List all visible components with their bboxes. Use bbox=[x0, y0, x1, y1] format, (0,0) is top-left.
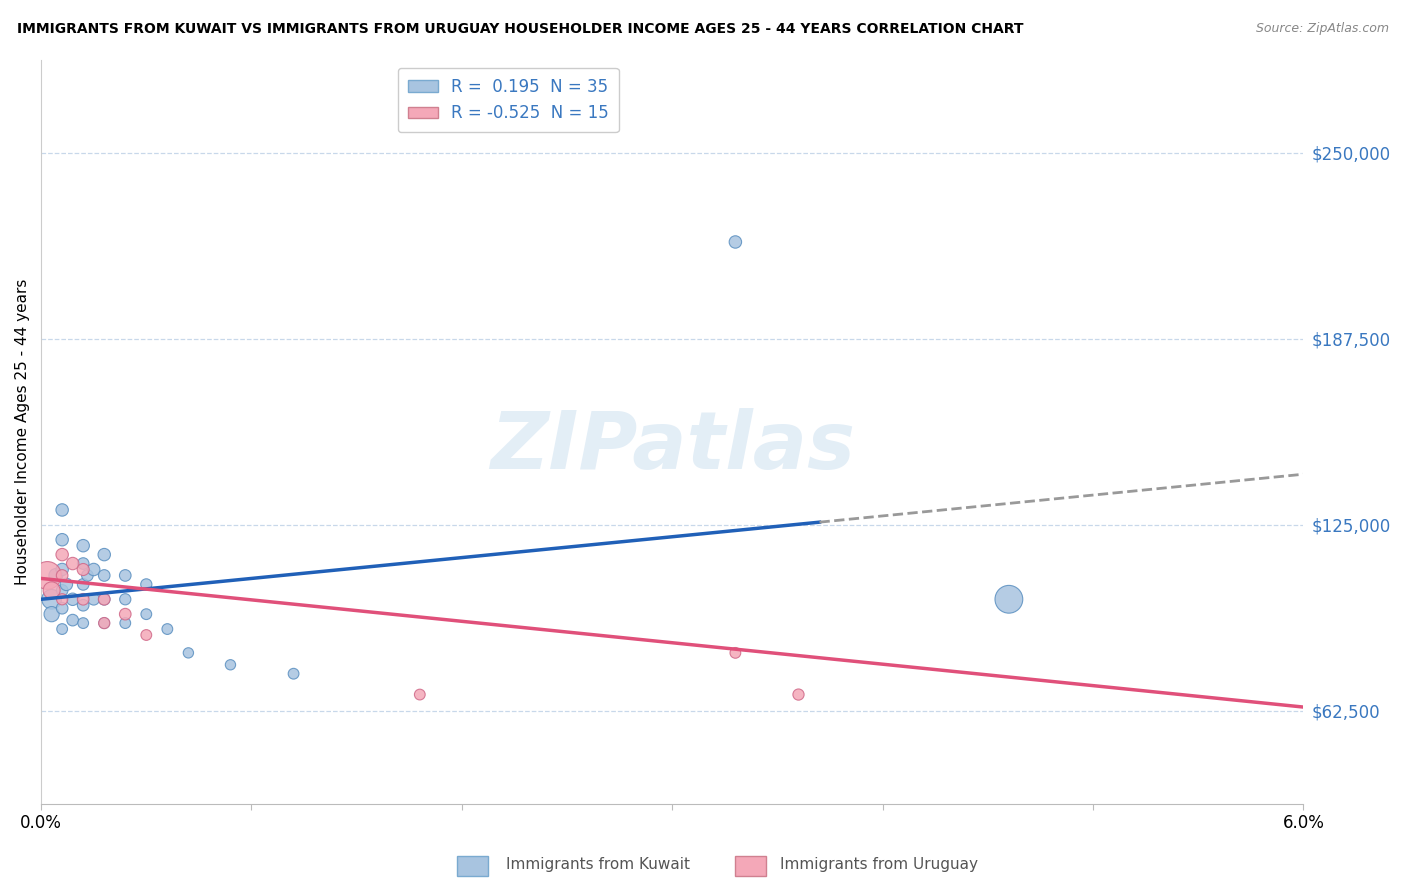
Point bbox=[998, 592, 1021, 607]
Point bbox=[62, 613, 84, 627]
Point bbox=[51, 568, 73, 582]
Point bbox=[51, 533, 73, 547]
Point bbox=[76, 568, 98, 582]
Point bbox=[72, 592, 94, 607]
Point bbox=[51, 592, 73, 607]
Point bbox=[787, 688, 810, 702]
Point bbox=[135, 628, 157, 642]
Point bbox=[62, 557, 84, 571]
Point bbox=[724, 235, 747, 249]
Point bbox=[114, 607, 136, 622]
Point bbox=[283, 666, 305, 681]
Point bbox=[51, 583, 73, 598]
Legend: R =  0.195  N = 35, R = -0.525  N = 15: R = 0.195 N = 35, R = -0.525 N = 15 bbox=[398, 68, 619, 132]
Point bbox=[51, 548, 73, 562]
Point bbox=[72, 539, 94, 553]
Point bbox=[72, 577, 94, 591]
Point bbox=[62, 592, 84, 607]
Point bbox=[72, 599, 94, 613]
Point bbox=[72, 616, 94, 631]
Point bbox=[37, 568, 59, 582]
Point bbox=[135, 607, 157, 622]
Point bbox=[93, 616, 115, 631]
Point bbox=[51, 503, 73, 517]
Point bbox=[51, 562, 73, 576]
Text: Immigrants from Uruguay: Immigrants from Uruguay bbox=[780, 857, 979, 872]
Point bbox=[45, 568, 67, 582]
Point bbox=[724, 646, 747, 660]
Point bbox=[93, 616, 115, 631]
Text: ZIPatlas: ZIPatlas bbox=[489, 408, 855, 485]
Point bbox=[93, 568, 115, 582]
Point bbox=[409, 688, 432, 702]
Point bbox=[51, 622, 73, 636]
Text: IMMIGRANTS FROM KUWAIT VS IMMIGRANTS FROM URUGUAY HOUSEHOLDER INCOME AGES 25 - 4: IMMIGRANTS FROM KUWAIT VS IMMIGRANTS FRO… bbox=[17, 22, 1024, 37]
Point bbox=[83, 562, 105, 576]
Point bbox=[219, 657, 242, 672]
Point bbox=[93, 592, 115, 607]
Text: Source: ZipAtlas.com: Source: ZipAtlas.com bbox=[1256, 22, 1389, 36]
Point bbox=[41, 592, 63, 607]
Point bbox=[72, 557, 94, 571]
Point bbox=[41, 607, 63, 622]
Y-axis label: Householder Income Ages 25 - 44 years: Householder Income Ages 25 - 44 years bbox=[15, 278, 30, 585]
Point bbox=[41, 583, 63, 598]
Point bbox=[114, 568, 136, 582]
Point bbox=[114, 616, 136, 631]
Point bbox=[135, 577, 157, 591]
Point bbox=[156, 622, 179, 636]
Point bbox=[93, 548, 115, 562]
Point bbox=[177, 646, 200, 660]
Point bbox=[55, 577, 77, 591]
Point bbox=[114, 592, 136, 607]
Text: Immigrants from Kuwait: Immigrants from Kuwait bbox=[506, 857, 690, 872]
Point bbox=[83, 592, 105, 607]
Point bbox=[72, 562, 94, 576]
Point bbox=[51, 601, 73, 615]
Point bbox=[93, 592, 115, 607]
